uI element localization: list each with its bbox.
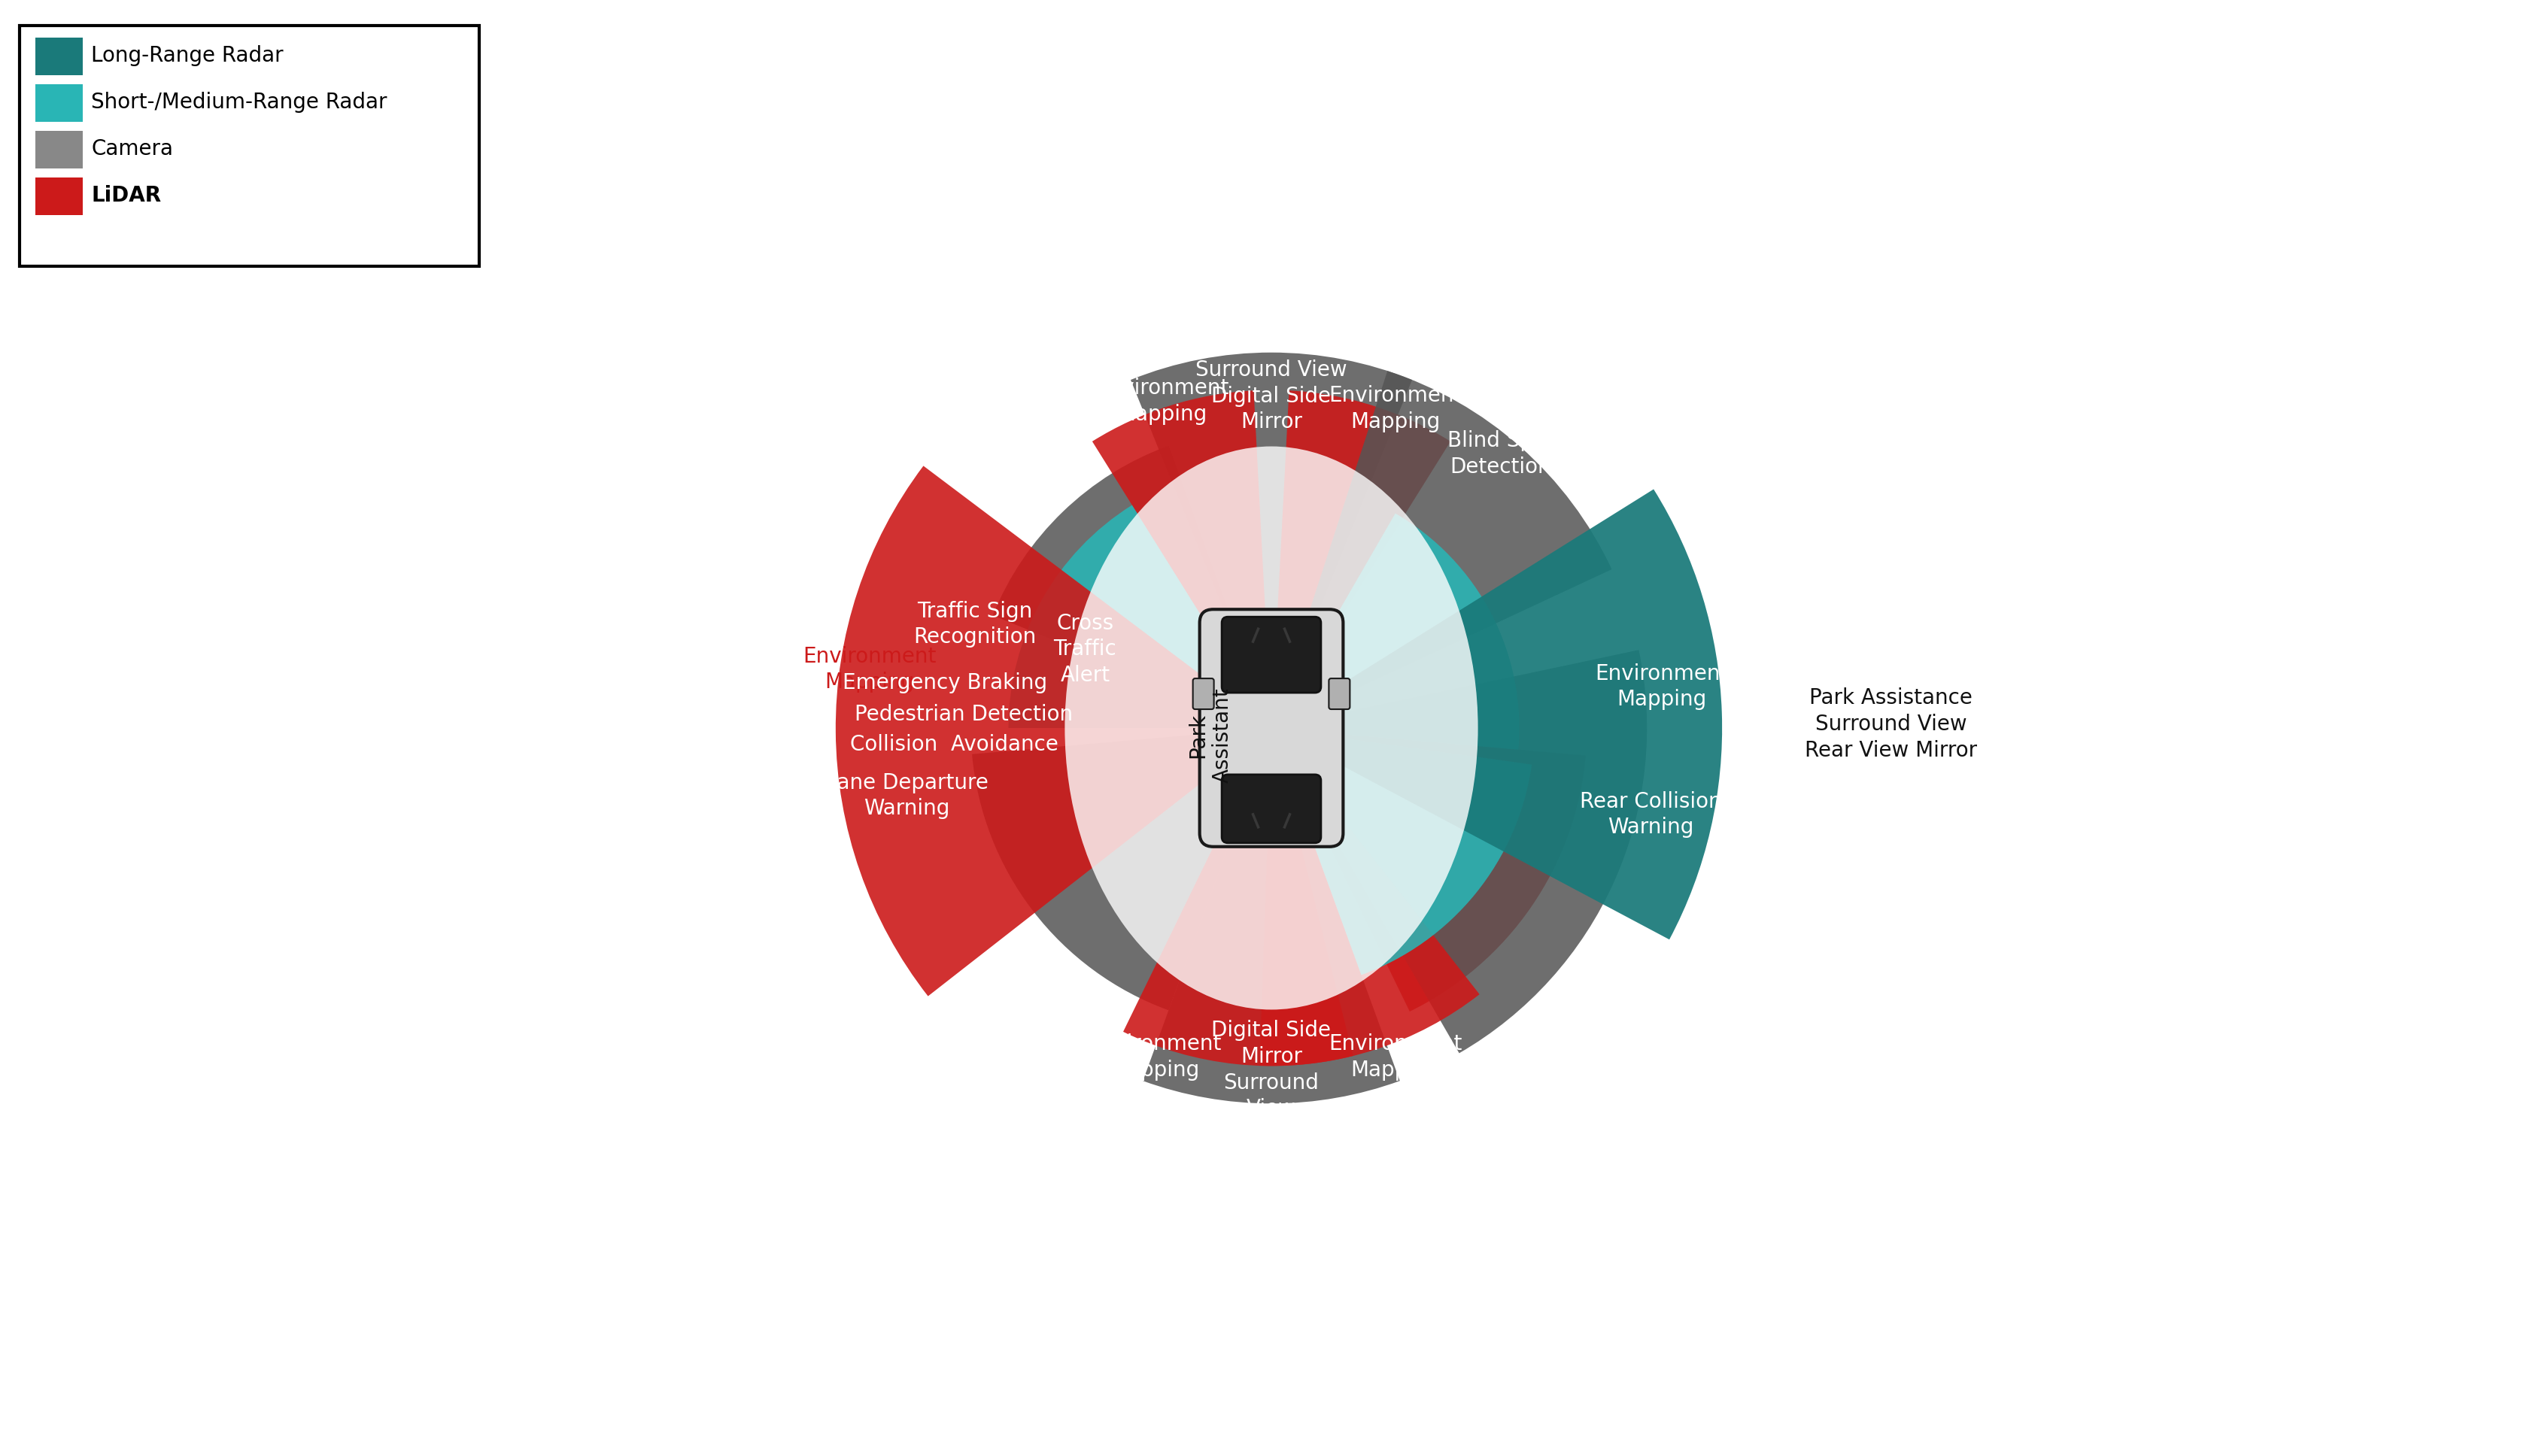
Text: Short-/Medium-Range Radar: Short-/Medium-Range Radar [92, 92, 386, 112]
FancyBboxPatch shape [36, 38, 84, 76]
Text: Environment
Mapping: Environment Mapping [1088, 1034, 1220, 1080]
FancyBboxPatch shape [1223, 617, 1319, 693]
Wedge shape [1271, 728, 1530, 976]
Wedge shape [1271, 371, 1612, 728]
Wedge shape [1271, 514, 1518, 750]
Text: Lane Departure
Warning: Lane Departure Warning [826, 772, 989, 820]
Text: Traffic Sign
Recognition: Traffic Sign Recognition [913, 601, 1035, 648]
Text: Cross
Traffic
Alert: Cross Traffic Alert [1052, 613, 1116, 686]
Text: Park Assistance
Surround View
Rear View Mirror: Park Assistance Surround View Rear View … [1805, 687, 1978, 761]
FancyBboxPatch shape [36, 84, 84, 122]
Text: Park
Assistant: Park Assistant [1187, 687, 1233, 783]
FancyBboxPatch shape [1192, 678, 1213, 709]
Text: Rear Collision
Warning: Rear Collision Warning [1579, 791, 1721, 837]
Wedge shape [1141, 728, 1401, 1104]
Wedge shape [1271, 728, 1586, 1012]
Ellipse shape [1065, 447, 1477, 1009]
Text: Collision  Avoidance: Collision Avoidance [849, 734, 1057, 756]
Wedge shape [1271, 489, 1721, 939]
FancyBboxPatch shape [36, 178, 84, 215]
Text: Environment
Mapping: Environment Mapping [803, 646, 935, 693]
Text: Blind Spot
Detection: Blind Spot Detection [1446, 431, 1553, 478]
Wedge shape [971, 728, 1271, 1010]
Wedge shape [1271, 390, 1449, 728]
Text: LiDAR: LiDAR [92, 185, 160, 205]
Text: Adaptive
Cruise
Control: Adaptive Cruise Control [661, 689, 778, 764]
Wedge shape [1271, 649, 1647, 1053]
Text: Pedestrian Detection: Pedestrian Detection [854, 703, 1073, 725]
FancyBboxPatch shape [36, 131, 84, 169]
Wedge shape [991, 446, 1271, 728]
Wedge shape [836, 466, 1271, 996]
FancyBboxPatch shape [1223, 775, 1319, 843]
Text: Environment
Mapping: Environment Mapping [1329, 386, 1462, 432]
FancyBboxPatch shape [1200, 610, 1342, 846]
FancyBboxPatch shape [1329, 678, 1350, 709]
Text: Camera: Camera [92, 138, 173, 159]
FancyBboxPatch shape [20, 26, 478, 266]
Wedge shape [1258, 728, 1479, 1066]
Text: Environment
Mapping: Environment Mapping [1096, 377, 1228, 425]
Wedge shape [1093, 390, 1271, 728]
Text: Digital Side
Mirror
Surround
View: Digital Side Mirror Surround View [1210, 1021, 1332, 1120]
Text: Emergency Braking: Emergency Braking [841, 673, 1047, 693]
Text: Environment
Mapping: Environment Mapping [1329, 1034, 1462, 1080]
Wedge shape [1124, 728, 1352, 1066]
Text: Long-Range Radar: Long-Range Radar [92, 45, 282, 66]
Text: Surround View
Digital Side
Mirror: Surround View Digital Side Mirror [1195, 360, 1347, 432]
Text: Environment
Mapping: Environment Mapping [1594, 662, 1729, 711]
Wedge shape [1009, 505, 1271, 728]
Wedge shape [1131, 352, 1411, 728]
